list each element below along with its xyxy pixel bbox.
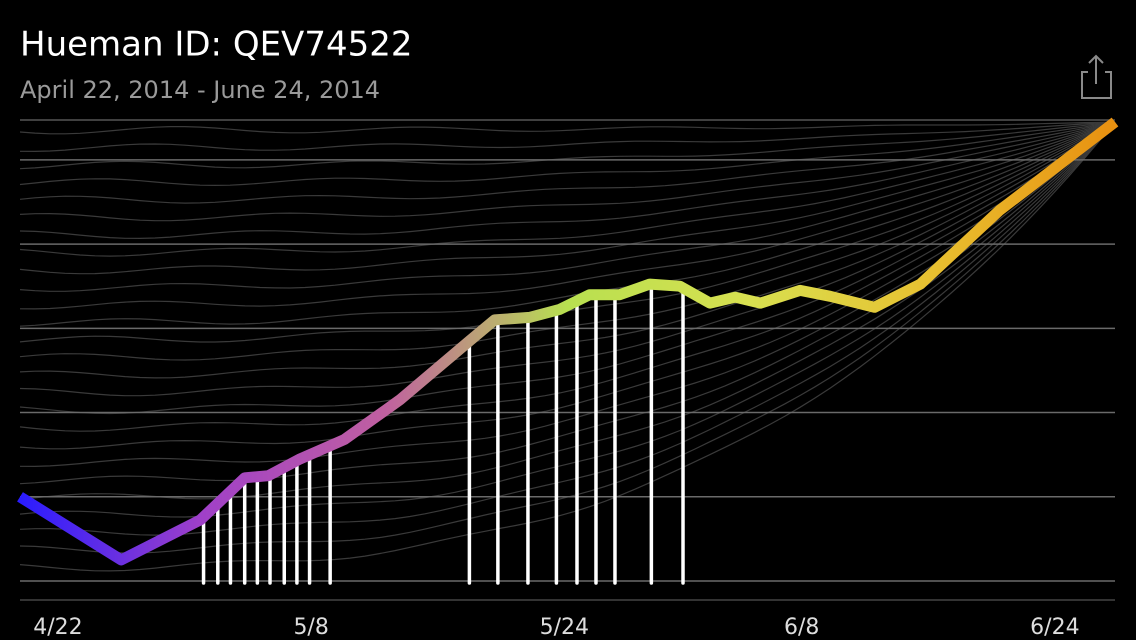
background-wave <box>19 121 1116 135</box>
background-wave <box>19 121 1116 204</box>
background-wave <box>19 121 1116 379</box>
background-wave <box>19 121 1116 153</box>
background-wave <box>19 121 1116 415</box>
background-wave <box>19 121 1116 327</box>
background-waves <box>19 121 1116 572</box>
share-button[interactable] <box>1081 54 1112 99</box>
background-wave <box>19 121 1116 518</box>
background-wave <box>19 121 1116 432</box>
x-tick-label: 6/24 <box>1030 615 1079 640</box>
x-tick-label: 5/8 <box>293 615 328 640</box>
background-wave <box>19 121 1116 500</box>
share-box <box>1081 71 1112 99</box>
background-wave <box>19 121 1116 240</box>
background-wave <box>19 121 1116 572</box>
background-wave <box>19 121 1116 554</box>
chart-title: Hueman ID: QEV74522 <box>20 25 412 65</box>
background-wave <box>19 121 1116 397</box>
chart-subtitle: April 22, 2014 - June 24, 2014 <box>20 76 380 104</box>
background-wave <box>19 121 1116 292</box>
background-wave <box>19 121 1116 450</box>
background-wave <box>19 121 1116 361</box>
x-tick-label: 5/24 <box>540 615 589 640</box>
background-wave <box>19 121 1116 187</box>
background-wave <box>19 121 1116 468</box>
background-wave <box>19 121 1116 170</box>
share-arrow <box>1088 54 1104 84</box>
background-wave <box>19 121 1116 310</box>
background-wave <box>19 121 1116 222</box>
background-wave <box>19 121 1116 257</box>
trend-line <box>17 117 1119 566</box>
background-wave <box>19 121 1116 275</box>
x-tick-label: 4/22 <box>33 615 82 640</box>
x-tick-label: 6/8 <box>784 615 819 640</box>
